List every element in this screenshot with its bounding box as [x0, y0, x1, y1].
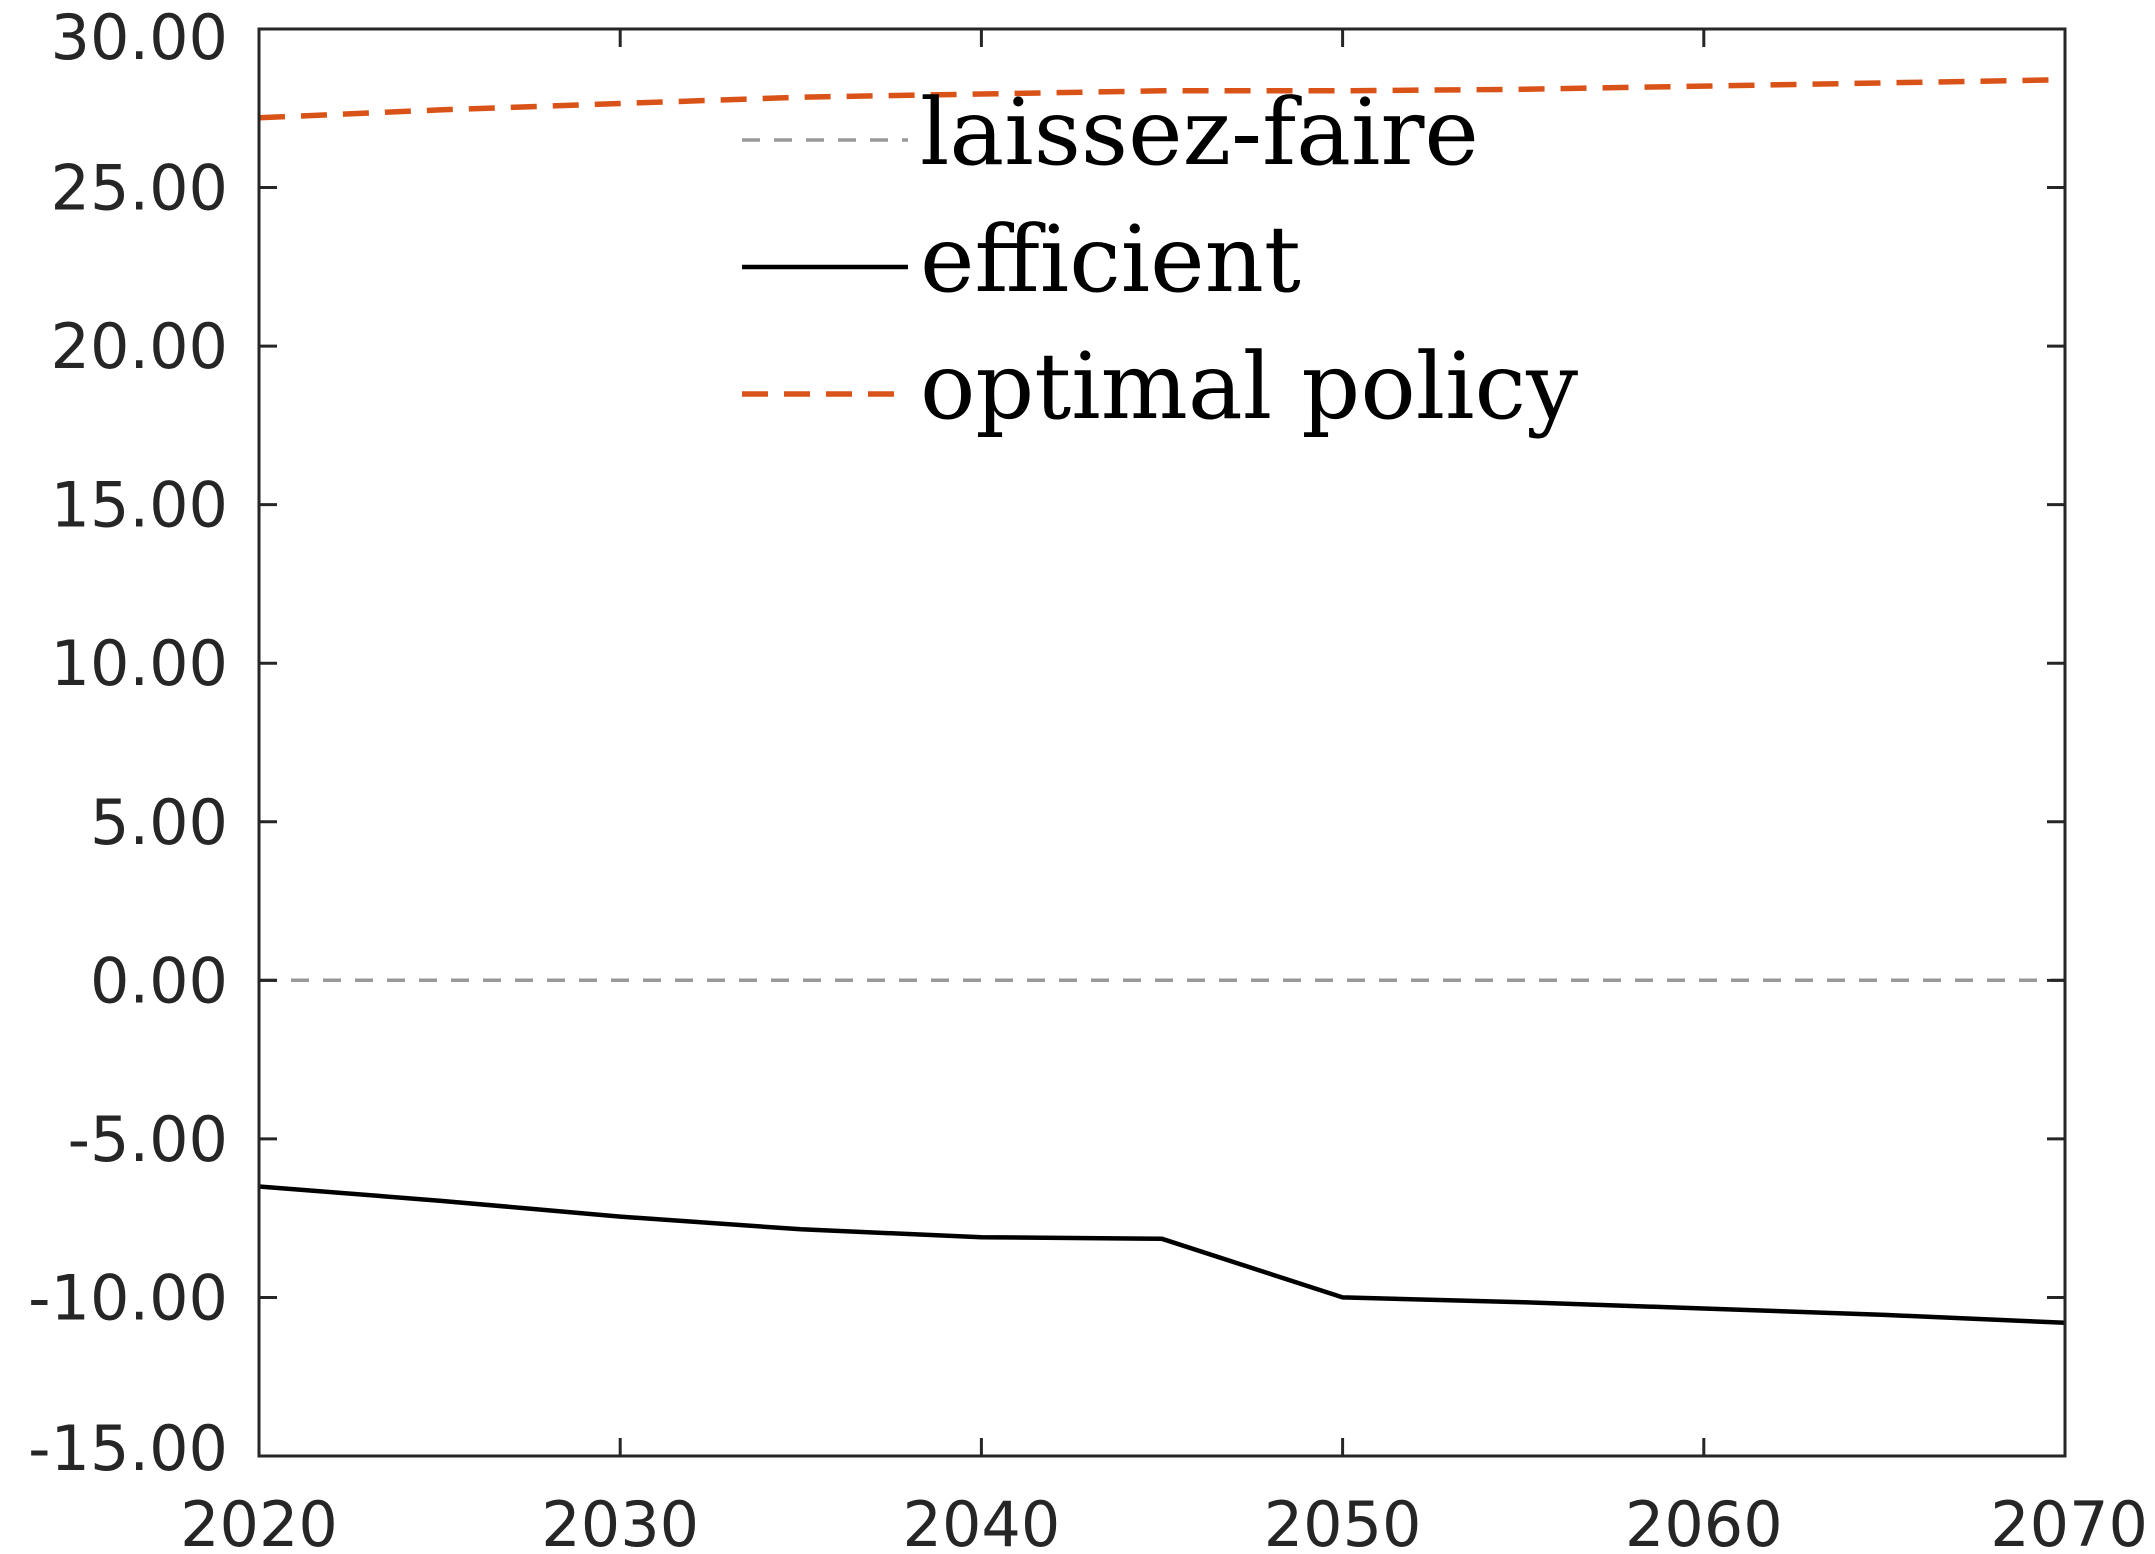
ticks-layer: 2020 2030 2040 2050 2060 2070 30.00 25.00 20.00 1…	[28, 1, 2148, 1554]
y-tick-label: 10.00	[51, 627, 229, 700]
y-tick-label: -10.00	[28, 1261, 228, 1334]
x-tick-label: 2020	[180, 1488, 338, 1554]
x-tick-label: 2050	[1264, 1488, 1422, 1554]
x-tick-label: 2040	[903, 1488, 1061, 1554]
y-tick-label: 30.00	[51, 1, 229, 74]
legend-label-laissez-faire: laissez-faire	[920, 79, 1479, 186]
y-tick-label: 15.00	[51, 469, 229, 542]
y-tick-label: 5.00	[90, 786, 228, 859]
legend-label-optimal-policy: optimal policy	[920, 333, 1578, 440]
legend-label-efficient: efficient	[920, 206, 1301, 313]
series-line-optimal-policy	[258, 76, 2066, 121]
y-tick-label: 25.00	[51, 152, 229, 225]
y-tick-label: -15.00	[28, 1412, 228, 1485]
legend: laissez-faire efficient optimal policy	[742, 79, 1578, 440]
series-line-efficient	[258, 1184, 2066, 1326]
y-tick-label: -5.00	[68, 1103, 228, 1176]
x-tick-label: 2060	[1625, 1488, 1783, 1554]
y-tick-label: 0.00	[90, 944, 228, 1017]
x-tick-label: 2070	[1990, 1488, 2148, 1554]
y-tick-label: 20.00	[51, 310, 229, 383]
axes-frame	[257, 27, 2067, 1458]
series-layer	[258, 76, 2066, 1326]
x-tick-label: 2030	[541, 1488, 699, 1554]
